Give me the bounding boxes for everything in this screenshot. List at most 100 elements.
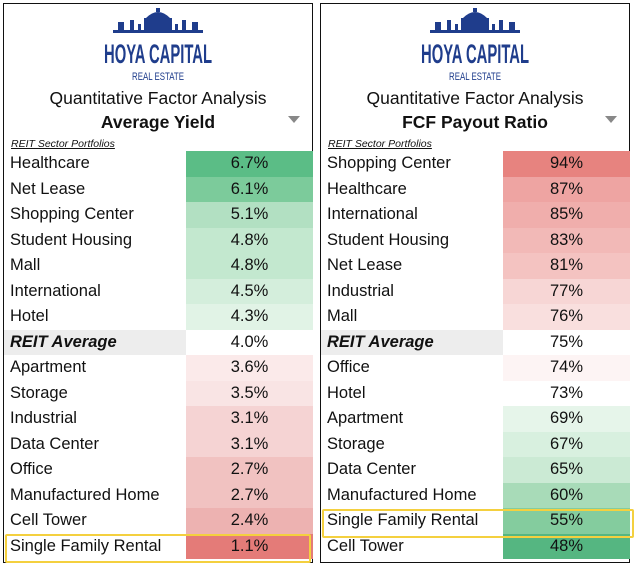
value-cell: 1.1% [186,533,313,559]
sector-label: Storage [327,434,385,453]
value-cell: 69% [503,406,630,432]
sector-label: Storage [10,383,68,402]
value-cell: 2.7% [186,457,313,483]
sector-label: International [327,205,418,223]
sector-label: Office [10,460,53,478]
value-cell: 67% [503,431,630,457]
table-row: International 85% [321,202,630,228]
table-row: Healthcare 6.7% [4,151,313,177]
panel-subtitle: Quantitative Factor Analysis [366,88,584,108]
sector-label: Student Housing [327,230,450,249]
sector-label: Cell Tower [327,536,404,555]
brand-tagline: REAL ESTATE [132,71,184,83]
table-row: Single Family Rental 55% [321,508,630,534]
table-row: Industrial 3.1% [4,406,313,432]
fcf-payout-panel: HOYA CAPITAL REAL ESTATE Quantitative Fa… [320,3,634,563]
sector-label: Manufactured Home [327,485,477,504]
value-cell: 74% [503,355,630,381]
sector-label: Shopping Center [10,205,134,223]
metric-dropdown-icon[interactable] [605,116,617,123]
sector-label: Data Center [10,434,99,453]
table-row: Healthcare 87% [321,176,630,202]
table-row: Manufactured Home 2.7% [4,482,313,508]
sector-label: Industrial [327,281,394,300]
brand-name: HOYA CAPITAL [421,39,529,69]
table-rows: Shopping Center 94% Healthcare 87% Internati… [321,151,630,559]
sector-label: Mall [327,307,358,325]
average-row: REIT Average 4.0% [4,329,313,355]
sector-label: Data Center [327,460,416,478]
table-row: Net Lease 6.1% [4,176,313,202]
sector-label: Healthcare [327,179,407,198]
sector-label: REIT Average [327,332,434,351]
table-row: Mall 76% [321,304,630,330]
sector-label: Industrial [10,409,77,427]
sector-label: Net Lease [327,256,403,274]
sector-header: REIT Sector Portfolios [11,138,115,150]
sector-label: Net Lease [10,179,86,198]
sector-label: Apartment [10,358,87,376]
average-yield-panel: HOYA CAPITAL REAL ESTATE Quantitative Fa… [3,3,313,563]
table-row: Data Center 3.1% [4,431,313,457]
sector-label: Student Housing [10,230,133,249]
sector-label: Single Family Rental [327,511,479,529]
value-cell: 4.0% [186,329,313,355]
table-row: Cell Tower 2.4% [4,508,313,534]
sector-label: Hotel [327,383,366,402]
sector-label: Office [327,358,370,376]
value-cell: 55% [503,508,630,534]
value-cell: 3.1% [186,431,313,457]
value-cell: 85% [503,202,630,228]
table-row: Student Housing 4.8% [4,227,313,253]
value-cell: 2.4% [186,508,313,534]
sector-label: Shopping Center [327,154,451,172]
table-row: Manufactured Home 60% [321,482,630,508]
metric-dropdown-icon[interactable] [288,116,300,123]
table-row: Net Lease 81% [321,253,630,279]
value-cell: 5.1% [186,202,313,228]
table-row: Office 74% [321,355,630,381]
value-cell: 65% [503,457,630,483]
value-cell: 48% [503,533,630,559]
table-row: Student Housing 83% [321,227,630,253]
average-row: REIT Average 75% [321,329,630,355]
value-cell: 4.3% [186,304,313,330]
table-row: Cell Tower 48% [321,533,630,559]
value-cell: 3.1% [186,406,313,432]
value-cell: 6.7% [186,151,313,177]
panel-subtitle: Quantitative Factor Analysis [49,88,267,108]
value-cell: 3.6% [186,355,313,381]
table-row: Industrial 77% [321,278,630,304]
value-cell: 77% [503,278,630,304]
value-cell: 4.5% [186,278,313,304]
table-row: Storage 67% [321,431,630,457]
table-row: Hotel 73% [321,380,630,406]
brand-tagline: REAL ESTATE [449,71,501,83]
value-cell: 76% [503,304,630,330]
sector-label: Manufactured Home [10,485,160,504]
table-row: Apartment 69% [321,406,630,432]
value-cell: 60% [503,482,630,508]
value-cell: 83% [503,227,630,253]
metric-title: FCF Payout Ratio [402,112,548,132]
hoya-capital-logo: HOYA CAPITAL REAL ESTATE [321,8,629,88]
sector-label: Mall [10,256,41,274]
table-row: Apartment 3.6% [4,355,313,381]
sector-label: Cell Tower [10,511,87,529]
hoya-capital-logo: HOYA CAPITAL REAL ESTATE [4,8,312,88]
table-row: Hotel 4.3% [4,304,313,330]
value-cell: 73% [503,380,630,406]
value-cell: 94% [503,151,630,177]
table-row: International 4.5% [4,278,313,304]
sector-label: Healthcare [10,154,90,172]
value-cell: 4.8% [186,227,313,253]
value-cell: 75% [503,329,630,355]
table-row: Storage 3.5% [4,380,313,406]
sector-label: Single Family Rental [10,536,162,555]
table-row: Single Family Rental 1.1% [4,533,313,559]
value-cell: 2.7% [186,482,313,508]
table-row: Mall 4.8% [4,253,313,279]
brand-name: HOYA CAPITAL [104,39,212,69]
sector-header: REIT Sector Portfolios [328,138,432,150]
sector-label: REIT Average [10,332,117,351]
